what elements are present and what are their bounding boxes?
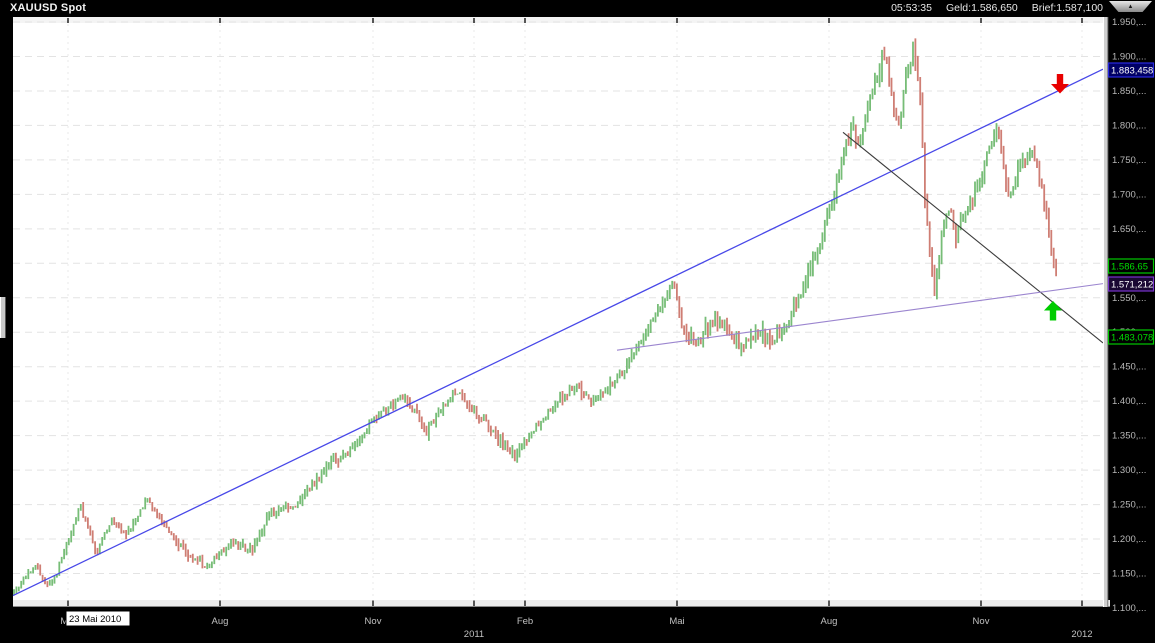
support-trendline[interactable] — [616, 283, 1104, 351]
crosshair-date-tooltip: 23 Mai 2010 — [65, 610, 131, 627]
y-axis-label: 1.100,... — [1112, 603, 1146, 614]
axis-tick-marks — [67, 18, 1083, 606]
y-axis-label: 1.650,... — [1112, 224, 1146, 235]
y-axis-label: 1.400,... — [1112, 396, 1146, 407]
x-axis-month-label: Mai — [669, 616, 684, 627]
collapse-panel-button[interactable]: ▲ — [1109, 1, 1152, 12]
symbol-title: XAUUSD Spot — [10, 2, 87, 14]
quote-panel: 05:53:35 Geld:1.586,650 Brief:1.587,100 — [891, 2, 1103, 14]
down-bars — [36, 38, 1057, 588]
x-axis-month-label: Aug — [821, 616, 838, 627]
horizontal-gridlines — [13, 21, 1103, 575]
x-axis-labels: MaiAugNovFebMaiAugNov20112012 — [60, 616, 1092, 640]
signal-arrow-up — [1043, 301, 1062, 321]
x-axis-month-label: Nov — [973, 616, 990, 627]
rising-trendline[interactable] — [12, 68, 1104, 597]
trendlines — [12, 68, 1104, 597]
vertical-gridlines — [67, 24, 1083, 600]
y-axis-label: 1.200,... — [1112, 534, 1146, 545]
up-bars — [13, 41, 1034, 596]
plot-background — [13, 17, 1103, 607]
y-axis-label: 1.800,... — [1112, 120, 1146, 131]
price-tag: 1.483,078 — [1111, 333, 1153, 344]
y-axis-label: 1.250,... — [1112, 500, 1146, 511]
y-axis-label: 1.850,... — [1112, 86, 1146, 97]
bid-quote: Geld:1.586,650 — [945, 2, 1018, 14]
y-axis-label: 1.750,... — [1112, 155, 1146, 166]
y-axis-label: 1.300,... — [1112, 465, 1146, 476]
price-tags: 1.883,458 1.586,65 1.571,212 1.483,078 — [1107, 62, 1155, 345]
x-axis-year-label: 2012 — [1071, 629, 1092, 640]
left-splitter-handle[interactable] — [0, 297, 6, 338]
price-tag: 1.586,65 — [1111, 262, 1148, 273]
title-bar: XAUUSD Spot 05:53:35 Geld:1.586,650 Brie… — [0, 0, 1155, 16]
y-axis-labels: 1.950,... 1.900,... 1.850,... 1.800,... 1.75… — [1112, 17, 1146, 614]
ask-quote: Brief:1.587,100 — [1031, 2, 1103, 14]
candlesticks — [13, 38, 1057, 596]
y-axis-label: 1.550,... — [1112, 293, 1146, 304]
x-axis-month-label: Nov — [365, 616, 382, 627]
tick-strips — [13, 17, 1110, 607]
descending-trendline[interactable] — [842, 131, 1104, 344]
chevron-up-icon: ▲ — [1127, 3, 1134, 10]
y-axis-label: 1.150,... — [1112, 569, 1146, 580]
x-axis-year-label: 2011 — [464, 629, 484, 640]
right-edge-strip — [1103, 17, 1109, 607]
x-axis-month-label: Feb — [517, 616, 533, 627]
server-clock: 05:53:35 — [891, 2, 932, 14]
y-axis-label: 1.450,... — [1112, 362, 1146, 373]
price-tag: 1.571,212 — [1111, 280, 1153, 291]
signal-arrow-down — [1051, 74, 1070, 94]
y-axis-label: 1.950,... — [1112, 17, 1146, 28]
y-axis-label: 1.350,... — [1112, 431, 1146, 442]
crosshair-date-label: 23 Mai 2010 — [69, 614, 121, 625]
y-axis-label: 1.900,... — [1112, 51, 1146, 62]
signal-arrows — [1043, 74, 1070, 321]
x-axis-month-label: Aug — [212, 616, 229, 627]
y-axis-label: 1.700,... — [1112, 189, 1146, 200]
price-tag: 1.883,458 — [1111, 66, 1153, 77]
